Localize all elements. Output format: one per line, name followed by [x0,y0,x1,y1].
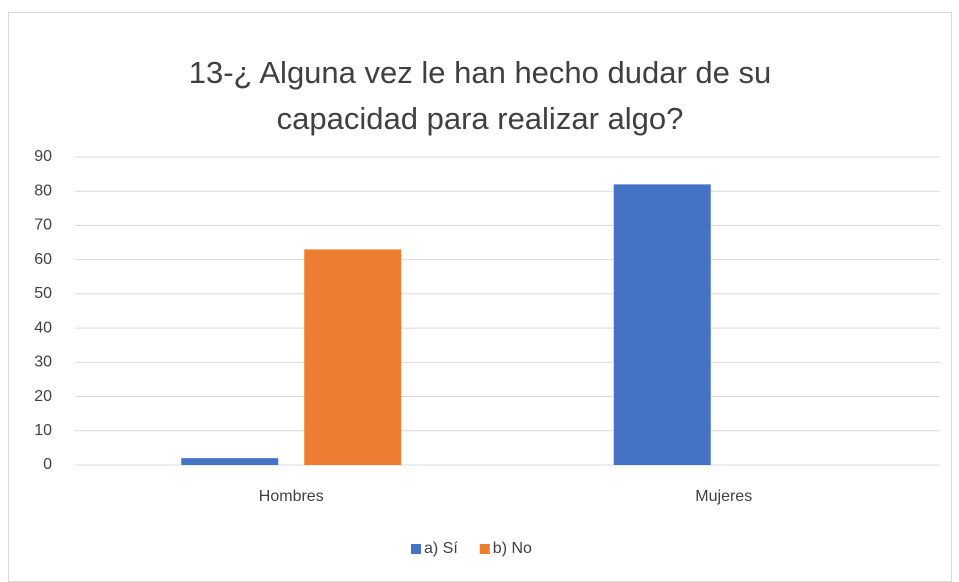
chart-title: 13-¿ Alguna vez le han hecho dudar de su… [188,55,772,136]
y-tick-label: 0 [43,456,52,473]
x-tick-label: Mujeres [695,488,752,505]
y-tick-label: 40 [34,319,52,336]
legend-label: a) Sí [424,540,458,557]
x-tick-label: Hombres [259,488,324,505]
bar [613,184,711,465]
legend-swatch [479,544,490,554]
y-tick-label: 70 [34,217,52,234]
y-tick-label: 20 [34,388,52,405]
y-tick-label: 30 [34,354,52,371]
y-tick-label: 90 [34,148,52,165]
bar [181,458,279,465]
y-tick-label: 80 [34,182,52,199]
bar [304,249,402,465]
y-tick-label: 60 [34,251,52,268]
y-tick-label: 10 [34,422,52,439]
y-tick-label: 50 [34,285,52,302]
legend-swatch [411,544,421,554]
chart-border [8,12,952,582]
legend-label: b) No [493,540,532,557]
